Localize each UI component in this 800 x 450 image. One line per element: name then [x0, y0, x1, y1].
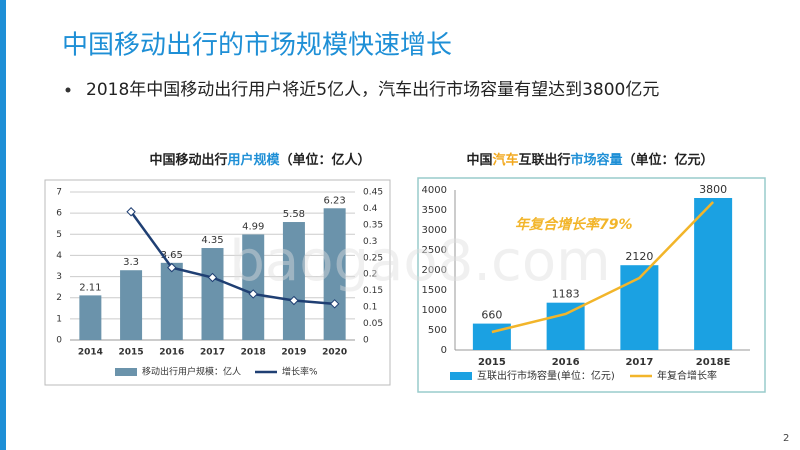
y2-tick-label: 0.1 [363, 303, 377, 313]
y2-tick-label: 0.4 [363, 204, 378, 214]
data-label: 2120 [625, 250, 653, 263]
legend-swatch [450, 372, 472, 380]
y-tick-label: 2500 [422, 245, 447, 256]
bar [242, 234, 265, 340]
line [130, 210, 335, 306]
bar [546, 302, 585, 350]
bar [79, 295, 102, 340]
bullet-dot [65, 87, 71, 93]
slide-title: 中国移动出行的市场规模快速增长 [62, 31, 452, 61]
bar [282, 222, 305, 340]
legend-label: 互联出行市场容量(单位：亿元) [477, 369, 615, 382]
x-tick-label: 2019 [281, 348, 306, 358]
legend-swatch [115, 368, 137, 376]
title-part: 汽车 [492, 152, 518, 168]
bar [201, 248, 224, 340]
y2-tick-label: 0.05 [363, 319, 383, 329]
marker [329, 299, 340, 309]
x-tick-label: 2016 [552, 357, 580, 368]
chart-frame [44, 179, 391, 386]
title-part: 中国移动出行 [149, 152, 227, 168]
annotation: 年复合增长率79% [515, 216, 633, 233]
marker [167, 262, 177, 273]
legend-label: 年复合增长率 [657, 369, 717, 382]
y2-tick-label: 0.35 [363, 220, 383, 230]
y2-tick-label: 0.45 [363, 188, 383, 198]
data-label: 4.35 [201, 235, 223, 246]
title-part: （单位：亿人） [280, 152, 371, 168]
title-part: 市场容量 [571, 152, 623, 168]
bar [160, 262, 183, 340]
marker [289, 295, 299, 306]
y-tick-label: 1500 [422, 285, 447, 296]
line [491, 201, 715, 334]
legend-label: 增长率% [282, 366, 318, 378]
x-tick-label: 2020 [322, 348, 347, 358]
y-tick-label: 3 [56, 272, 62, 282]
chart-title: 中国汽车互联出行市场容量（单位：亿元） [466, 152, 713, 168]
y-tick-label: 7 [56, 188, 62, 198]
data-label: 5.58 [283, 209, 305, 220]
bar [120, 270, 143, 340]
data-label: 6.23 [324, 195, 346, 206]
y-tick-label: 1 [56, 314, 62, 324]
marker [207, 272, 218, 283]
x-tick-label: 2018 [241, 348, 266, 358]
x-tick-label: 2018E [696, 357, 731, 368]
x-tick-label: 2016 [159, 348, 184, 358]
marker [126, 207, 136, 217]
marker [248, 289, 258, 299]
x-tick-label: 2015 [119, 348, 144, 358]
y-tick-label: 0 [56, 336, 62, 346]
y2-tick-label: 0 [363, 336, 369, 346]
y-tick-label: 6 [56, 209, 62, 219]
y-tick-label: 3500 [422, 205, 447, 216]
title-part: （单位：亿元） [623, 152, 714, 168]
bullet-text: 2018年中国移动出行用户将近5亿人，汽车出行市场容量有望达到3800亿元 [86, 80, 659, 100]
y2-tick-label: 0.25 [363, 253, 383, 263]
y-tick-label: 4000 [422, 185, 447, 196]
x-tick-label: 2017 [625, 357, 653, 368]
page-number: 2 [783, 433, 789, 444]
chart-frame [417, 177, 766, 393]
y-tick-label: 0 [441, 345, 447, 356]
data-label: 2.11 [79, 282, 101, 293]
x-tick-label: 2015 [478, 357, 506, 368]
y-tick-label: 2 [56, 293, 62, 303]
data-label: 660 [481, 309, 502, 322]
title-part: 互联出行 [518, 152, 570, 168]
data-label: 4.99 [242, 221, 264, 232]
legend-label: 移动出行用户规模：亿人 [142, 366, 241, 378]
title-part: 中国 [466, 152, 492, 168]
y2-tick-label: 0.2 [363, 270, 377, 280]
y2-tick-label: 0.3 [363, 237, 377, 247]
x-tick-label: 2017 [200, 348, 225, 358]
y-tick-label: 500 [428, 325, 447, 336]
y-tick-label: 5 [56, 230, 62, 240]
title-part: 用户规模 [226, 152, 280, 168]
data-label: 3800 [699, 183, 727, 196]
chart-title: 中国移动出行用户规模（单位：亿人） [149, 152, 370, 168]
y2-tick-label: 0.15 [363, 286, 383, 296]
y-tick-label: 3000 [422, 225, 447, 236]
data-label: 3.65 [161, 250, 183, 261]
y-tick-label: 2000 [422, 265, 447, 276]
bar [694, 198, 733, 350]
y-tick-label: 1000 [422, 305, 447, 316]
x-tick-label: 2014 [78, 348, 103, 358]
side-stripe [0, 0, 6, 450]
bar [323, 208, 346, 340]
data-label: 1183 [552, 288, 580, 301]
data-label: 3.3 [123, 257, 139, 268]
watermark: baogao8.com [229, 229, 610, 294]
y-tick-label: 4 [56, 251, 62, 261]
